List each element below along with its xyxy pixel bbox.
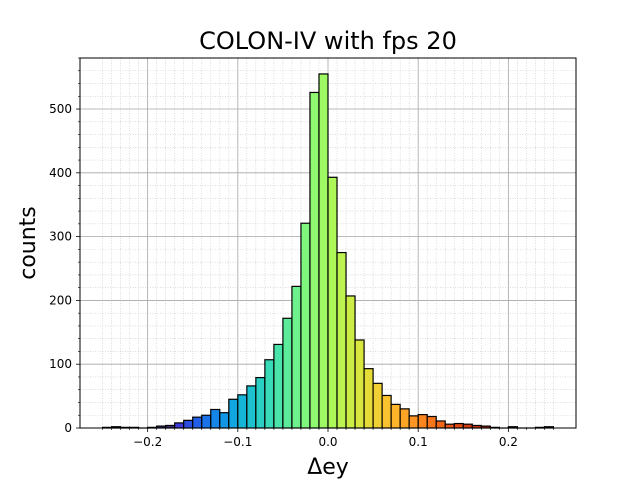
histogram-bar bbox=[399, 408, 410, 429]
histogram-bar bbox=[444, 423, 455, 429]
y-tick-label: 0 bbox=[64, 421, 72, 435]
y-axis-label: counts bbox=[16, 206, 41, 280]
histogram-bar bbox=[228, 398, 239, 429]
histogram-bar bbox=[381, 394, 392, 429]
x-tick-label: 0.0 bbox=[318, 435, 337, 449]
histogram-bar bbox=[192, 416, 203, 429]
x-axis-ticks: −0.2 −0.1 0.0 0.1 0.2 bbox=[102, 428, 554, 449]
y-tick-label: 500 bbox=[49, 102, 72, 116]
histogram-bar bbox=[219, 412, 230, 429]
y-tick-label: 100 bbox=[49, 357, 72, 371]
histogram-bar bbox=[246, 385, 257, 429]
x-tick-label: 0.2 bbox=[499, 435, 518, 449]
histogram-bar bbox=[345, 295, 356, 429]
x-tick-label: −0.2 bbox=[133, 435, 162, 449]
histogram-bar bbox=[174, 422, 185, 429]
histogram-bar bbox=[354, 339, 365, 429]
histogram-bar bbox=[426, 415, 437, 429]
histogram-bar bbox=[327, 176, 338, 429]
histogram-bar bbox=[237, 394, 248, 429]
histogram-bar bbox=[264, 359, 275, 429]
histogram-bar bbox=[210, 408, 221, 429]
y-tick-label: 200 bbox=[49, 293, 72, 307]
histogram-bar bbox=[300, 222, 311, 429]
histogram-bar bbox=[372, 382, 383, 429]
y-axis-ticks: 0 100 200 300 400 500 bbox=[49, 57, 80, 435]
histogram-bar bbox=[336, 251, 347, 429]
x-tick-label: 0.1 bbox=[409, 435, 428, 449]
histogram-bar bbox=[408, 415, 419, 429]
histogram-bar bbox=[453, 422, 464, 429]
histogram-bar bbox=[183, 419, 194, 429]
histogram-bar bbox=[417, 414, 428, 429]
histogram-bar bbox=[462, 423, 473, 429]
histogram-bar bbox=[291, 285, 302, 429]
histogram-bar bbox=[435, 420, 446, 429]
histogram-bar bbox=[318, 73, 329, 429]
histogram-bar bbox=[282, 317, 293, 429]
y-tick-label: 400 bbox=[49, 166, 72, 180]
histogram-bar bbox=[201, 414, 212, 429]
chart-title: COLON-IV with fps 20 bbox=[199, 27, 457, 55]
histogram-bar bbox=[273, 343, 284, 429]
x-axis-label: Δey bbox=[307, 455, 349, 480]
histogram-bar bbox=[390, 403, 401, 429]
histogram-bar bbox=[363, 368, 374, 429]
histogram-bar bbox=[309, 91, 320, 429]
x-tick-label: −0.1 bbox=[223, 435, 252, 449]
histogram-bar bbox=[255, 377, 266, 429]
y-tick-label: 300 bbox=[49, 230, 72, 244]
